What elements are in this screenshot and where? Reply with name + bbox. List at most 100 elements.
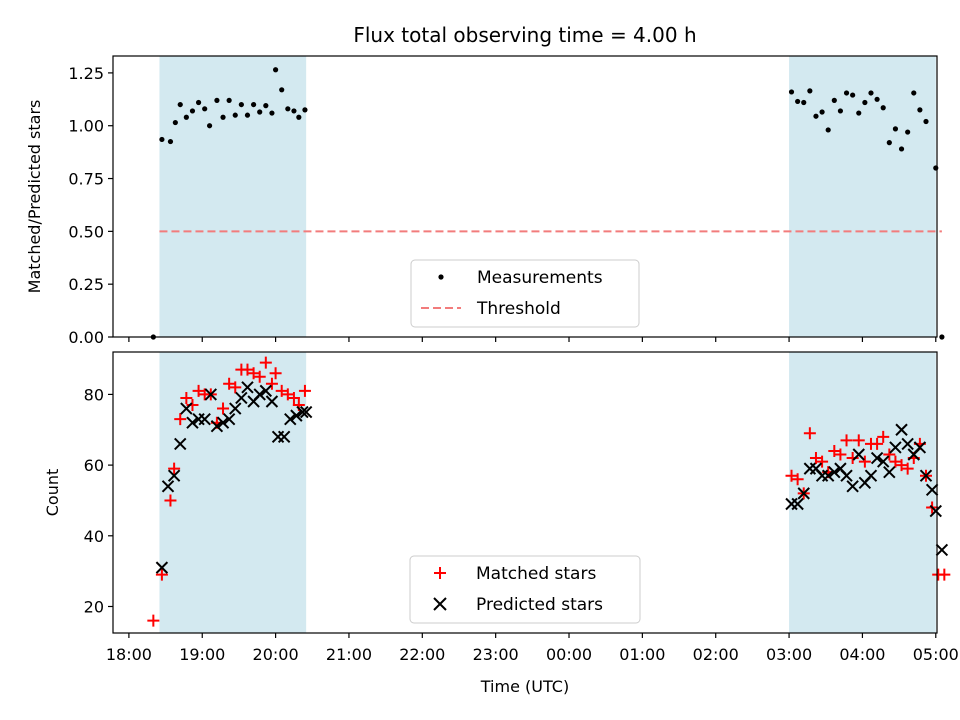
legend-label: Measurements: [477, 268, 603, 288]
measurement-point: [892, 126, 899, 132]
predicted-star-point: [222, 412, 236, 426]
predicted-star-point: [935, 543, 949, 557]
matched-star-point: [155, 568, 168, 581]
measurement-point: [302, 107, 308, 113]
predicted-star-point: [241, 381, 254, 394]
measurement-point: [272, 67, 279, 73]
chart-title: Flux total observing time = 4.00 h: [353, 23, 696, 47]
predicted-star-point: [883, 465, 896, 479]
y-tick-label: 0.25: [68, 275, 104, 294]
y-tick-label: 0.00: [68, 328, 104, 347]
x-tick-label: 00:00: [546, 645, 592, 664]
matched-star-point: [809, 452, 822, 465]
axes-frame: [112, 351, 938, 634]
x-tick-label: 03:00: [766, 645, 812, 664]
predicted-star-point: [198, 412, 211, 426]
matched-star-point: [241, 363, 254, 376]
y-axis-label: Matched/Predicted stars: [25, 100, 44, 294]
predicted-star-point: [180, 402, 193, 415]
matched-star-point: [247, 367, 260, 380]
matched-star-point: [180, 391, 193, 404]
predicted-star-point: [913, 441, 927, 454]
x-tick-label: 18:00: [106, 645, 152, 664]
measurement-point: [159, 136, 165, 143]
matched-star-point: [871, 437, 884, 450]
matched-star-point: [259, 356, 272, 369]
measurement-point: [795, 98, 801, 105]
predicted-star-point: [155, 561, 169, 574]
predicted-star-point: [821, 469, 835, 482]
y-tick-label: 0.50: [68, 222, 104, 241]
measurement-point: [263, 103, 269, 109]
matched-star-point: [901, 462, 914, 475]
measurement-point: [856, 110, 862, 116]
matched-star-point: [846, 452, 859, 465]
matched-star-point: [164, 494, 177, 507]
y-tick-label: 1.00: [68, 117, 104, 136]
predicted-star-point: [895, 423, 908, 436]
predicted-star-point: [864, 469, 878, 482]
measurement-point: [195, 99, 202, 106]
y-tick-label: 20: [84, 597, 104, 616]
measurement-point: [269, 110, 275, 116]
measurement-point: [880, 105, 886, 111]
matched-star-point: [852, 434, 865, 447]
measurement-point: [296, 114, 302, 120]
matched-star-point: [858, 455, 871, 468]
measurement-point: [244, 112, 251, 118]
matched-star-point: [192, 384, 205, 397]
measurement-point: [172, 119, 178, 126]
measurement-point: [917, 107, 923, 113]
measurement-point: [214, 97, 220, 103]
predicted-star-point: [284, 412, 297, 426]
measurement-point: [788, 89, 795, 95]
measurement-point: [183, 114, 189, 120]
measurement-point: [177, 101, 183, 108]
legend-predicted-marker: [433, 597, 447, 611]
measurement-point: [874, 96, 880, 102]
matched-star-point: [223, 377, 236, 390]
matched-star-point: [186, 399, 199, 412]
x-tick-label: 21:00: [326, 645, 372, 664]
measurement-point: [886, 140, 892, 146]
observing-window-shade: [789, 56, 936, 337]
matched-star-point: [785, 469, 798, 482]
measurement-point: [189, 108, 196, 114]
predicted-star-point: [253, 388, 266, 401]
measurement-point: [226, 97, 232, 103]
matched-star-point: [828, 444, 841, 457]
measurement-point: [905, 129, 911, 135]
predicted-star-point: [216, 416, 230, 429]
matched-star-point: [840, 434, 853, 447]
x-tick-label: 19:00: [179, 645, 225, 664]
measurement-point: [862, 99, 868, 106]
measurement-point: [837, 108, 844, 114]
legend-label: Predicted stars: [476, 595, 603, 615]
measurement-point: [232, 112, 238, 118]
predicted-star-point: [161, 480, 175, 493]
measurement-point: [819, 109, 825, 115]
predicted-star-point: [204, 388, 218, 401]
y-tick-label: 60: [84, 456, 104, 475]
predicted-star-point: [852, 448, 865, 461]
measurement-point: [898, 146, 905, 152]
y-tick-label: 1.25: [68, 64, 104, 83]
predicted-star-point: [174, 437, 187, 451]
measurement-point: [285, 106, 291, 112]
predicted-star-point: [265, 395, 279, 408]
predicted-star-point: [299, 405, 313, 419]
legend-measurement-marker: [438, 274, 444, 280]
matched-star-point: [229, 381, 242, 394]
x-tick-label: 02:00: [693, 645, 739, 664]
matched-star-point: [816, 455, 829, 468]
count-panel: 20 40 60 80 18:00 19:00 20:00 21:00 22:00 23:00 00…: [43, 351, 959, 696]
predicted-star-point: [290, 409, 303, 422]
x-tick-label: 22:00: [399, 645, 445, 664]
matched-star-point: [883, 448, 896, 461]
measurement-point: [911, 90, 917, 96]
measurement-point: [206, 123, 213, 129]
y-tick-label: 80: [84, 385, 104, 404]
measurement-point: [167, 138, 174, 145]
x-tick-label: 04:00: [839, 645, 885, 664]
x-tick-label: 23:00: [473, 645, 519, 664]
